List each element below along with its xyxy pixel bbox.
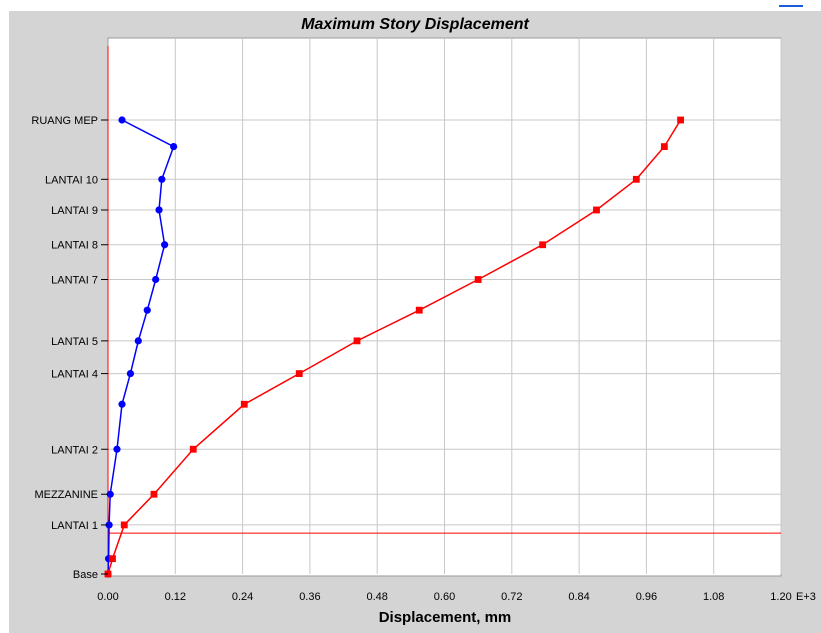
story-labels: Base LANTAI 1 MEZZANINE LANTAI 2 LANTAI 4 LAN… [31,115,108,581]
grid-lines [108,38,782,574]
series-2-point [593,206,600,214]
series-1-point [134,337,142,345]
x-tick-label: 0.84 [568,591,589,603]
series-1-point [118,116,126,124]
series-2-point [189,445,197,453]
story-label: LANTAI 4 [51,369,98,381]
series-1-point [113,445,121,453]
story-label: LANTAI 10 [45,174,98,186]
series-2-point [295,370,303,377]
x-tick-label: 1.20 [770,591,791,603]
story-label: LANTAI 5 [51,336,98,348]
story-label: RUANG MEP [31,115,98,127]
series-2-point [415,306,423,314]
reference-lines [107,46,781,574]
x-axis-label: Displacement, mm [379,609,512,626]
x-tick-label: 0.36 [299,591,320,603]
x-tick-label: 0.72 [501,591,522,603]
x-tick-label: 0.12 [165,591,186,603]
story-label: LANTAI 9 [51,205,98,217]
series-1-point [105,521,113,529]
series-2-point [660,143,668,150]
series-2-point [240,400,248,408]
series-2-point [632,175,640,183]
top-link-mark [779,5,803,7]
series-2-point [677,116,685,124]
x-tick-label: 0.96 [636,591,657,603]
story-label: LANTAI 7 [51,275,98,287]
x-tick-label: 0.00 [97,591,118,603]
series-1-point [152,275,160,284]
series-2-point [539,241,547,249]
series-2-point [150,490,158,498]
story-label: Base [73,569,98,581]
series-1-point [158,175,166,183]
series-1-point [161,241,169,249]
series-2-point [474,276,482,283]
x-tick-label: 0.60 [434,591,455,603]
series-2-point [109,555,116,563]
story-label: MEZZANINE [34,489,98,501]
series-1-point [126,369,135,378]
series-layer [104,116,685,578]
series-1-point [106,490,114,498]
chart-title: Maximum Story Displacement [301,16,529,33]
x-tick-label: 1.08 [703,591,724,603]
series-1-point [170,142,178,151]
x-tick-label: 0.48 [366,591,387,603]
story-label: LANTAI 8 [51,240,98,252]
series-1-point [118,400,126,408]
x-tick-label: 0.24 [232,591,253,603]
x-axis-suffix: E+3 [796,591,816,603]
x-tick-labels: 0.00 0.12 0.24 0.36 0.48 0.60 0.72 0.84 0.96 1.08… [97,591,791,603]
series-2-point [353,337,361,345]
series-1-point [155,206,163,214]
story-label: LANTAI 1 [51,520,98,532]
series-1-point [143,306,151,314]
series-2-point [120,521,128,529]
story-label: LANTAI 2 [51,444,98,456]
